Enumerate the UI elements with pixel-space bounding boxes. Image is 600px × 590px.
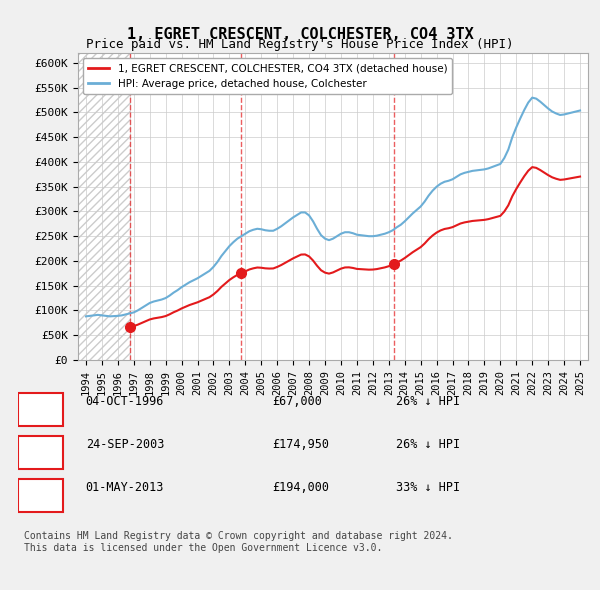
Text: 3: 3 [37,481,44,494]
Text: 2: 2 [37,438,44,451]
Text: 1, EGRET CRESCENT, COLCHESTER, CO4 3TX: 1, EGRET CRESCENT, COLCHESTER, CO4 3TX [127,27,473,41]
FancyBboxPatch shape [18,436,63,469]
Text: 01-MAY-2013: 01-MAY-2013 [86,481,164,494]
Text: 2: 2 [237,67,245,77]
FancyBboxPatch shape [18,479,63,512]
Text: 3: 3 [390,67,398,77]
Text: Price paid vs. HM Land Registry's House Price Index (HPI): Price paid vs. HM Land Registry's House … [86,38,514,51]
FancyBboxPatch shape [18,393,63,427]
Text: £67,000: £67,000 [272,395,322,408]
Text: 1: 1 [37,395,44,408]
Legend: 1, EGRET CRESCENT, COLCHESTER, CO4 3TX (detached house), HPI: Average price, det: 1, EGRET CRESCENT, COLCHESTER, CO4 3TX (… [83,58,452,94]
Text: 24-SEP-2003: 24-SEP-2003 [86,438,164,451]
Text: 1: 1 [126,67,134,77]
Text: 26% ↓ HPI: 26% ↓ HPI [396,438,460,451]
Text: £194,000: £194,000 [272,481,329,494]
Text: 33% ↓ HPI: 33% ↓ HPI [396,481,460,494]
Text: 26% ↓ HPI: 26% ↓ HPI [396,395,460,408]
Text: Contains HM Land Registry data © Crown copyright and database right 2024.
This d: Contains HM Land Registry data © Crown c… [23,532,452,553]
Text: £174,950: £174,950 [272,438,329,451]
Text: 04-OCT-1996: 04-OCT-1996 [86,395,164,408]
